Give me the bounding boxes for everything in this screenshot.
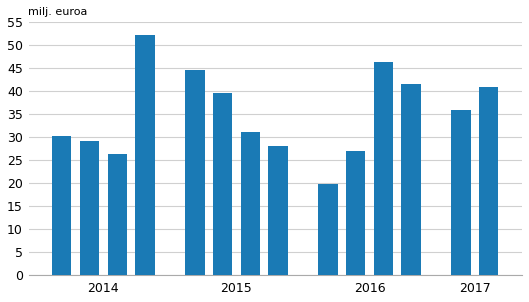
Bar xyxy=(402,84,421,275)
Bar xyxy=(318,184,338,275)
Bar xyxy=(241,132,260,275)
Bar xyxy=(346,151,366,275)
Bar xyxy=(451,110,471,275)
Bar xyxy=(373,62,393,275)
Bar xyxy=(135,34,154,275)
Bar xyxy=(213,93,232,275)
Bar xyxy=(185,70,205,275)
Bar xyxy=(80,140,99,275)
Bar xyxy=(52,136,71,275)
Bar xyxy=(107,154,127,275)
Bar xyxy=(268,146,288,275)
Bar xyxy=(479,87,498,275)
Text: milj. euroa: milj. euroa xyxy=(29,7,88,17)
